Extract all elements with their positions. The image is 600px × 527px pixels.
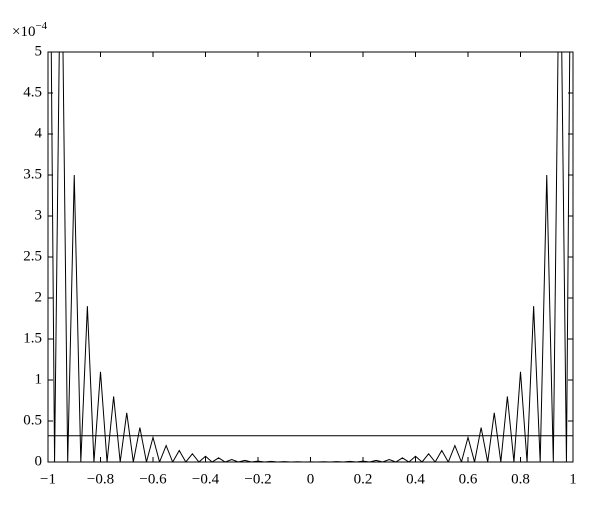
- y-tick-label: 4: [35, 125, 43, 141]
- plot-area: [48, 52, 573, 462]
- multiplier-base: ×10: [12, 24, 35, 40]
- x-tick-label: −0.6: [139, 471, 167, 487]
- multiplier-exponent: −4: [35, 20, 47, 32]
- x-tick-label: −0.2: [244, 471, 271, 487]
- y-tick-label: 2: [35, 289, 43, 305]
- y-tick-label: 1: [35, 371, 43, 387]
- y-tick-label: 5: [35, 43, 43, 59]
- y-tick-label: 2.5: [23, 248, 42, 264]
- x-tick-label: −0.8: [87, 471, 114, 487]
- x-tick-label: 0.2: [354, 471, 373, 487]
- y-tick-label: 3.5: [23, 166, 42, 182]
- y-tick-label: 0: [35, 453, 43, 469]
- y-tick-label: 4.5: [23, 84, 42, 100]
- y-multiplier: ×10−4: [12, 20, 48, 41]
- x-tick-label: −1: [40, 471, 56, 487]
- x-tick-label: −0.4: [192, 471, 220, 487]
- series-line: [50, 52, 571, 462]
- x-tick-label: 0.6: [459, 471, 478, 487]
- x-tick-label: 1: [569, 471, 577, 487]
- x-tick-label: 0.4: [406, 471, 425, 487]
- y-tick-label: 1.5: [23, 330, 42, 346]
- y-tick-label: 3: [35, 207, 43, 223]
- x-tick-label: 0: [307, 471, 315, 487]
- x-tick-label: 0.8: [511, 471, 530, 487]
- y-tick-label: 0.5: [23, 412, 42, 428]
- axes-box: [47, 51, 574, 463]
